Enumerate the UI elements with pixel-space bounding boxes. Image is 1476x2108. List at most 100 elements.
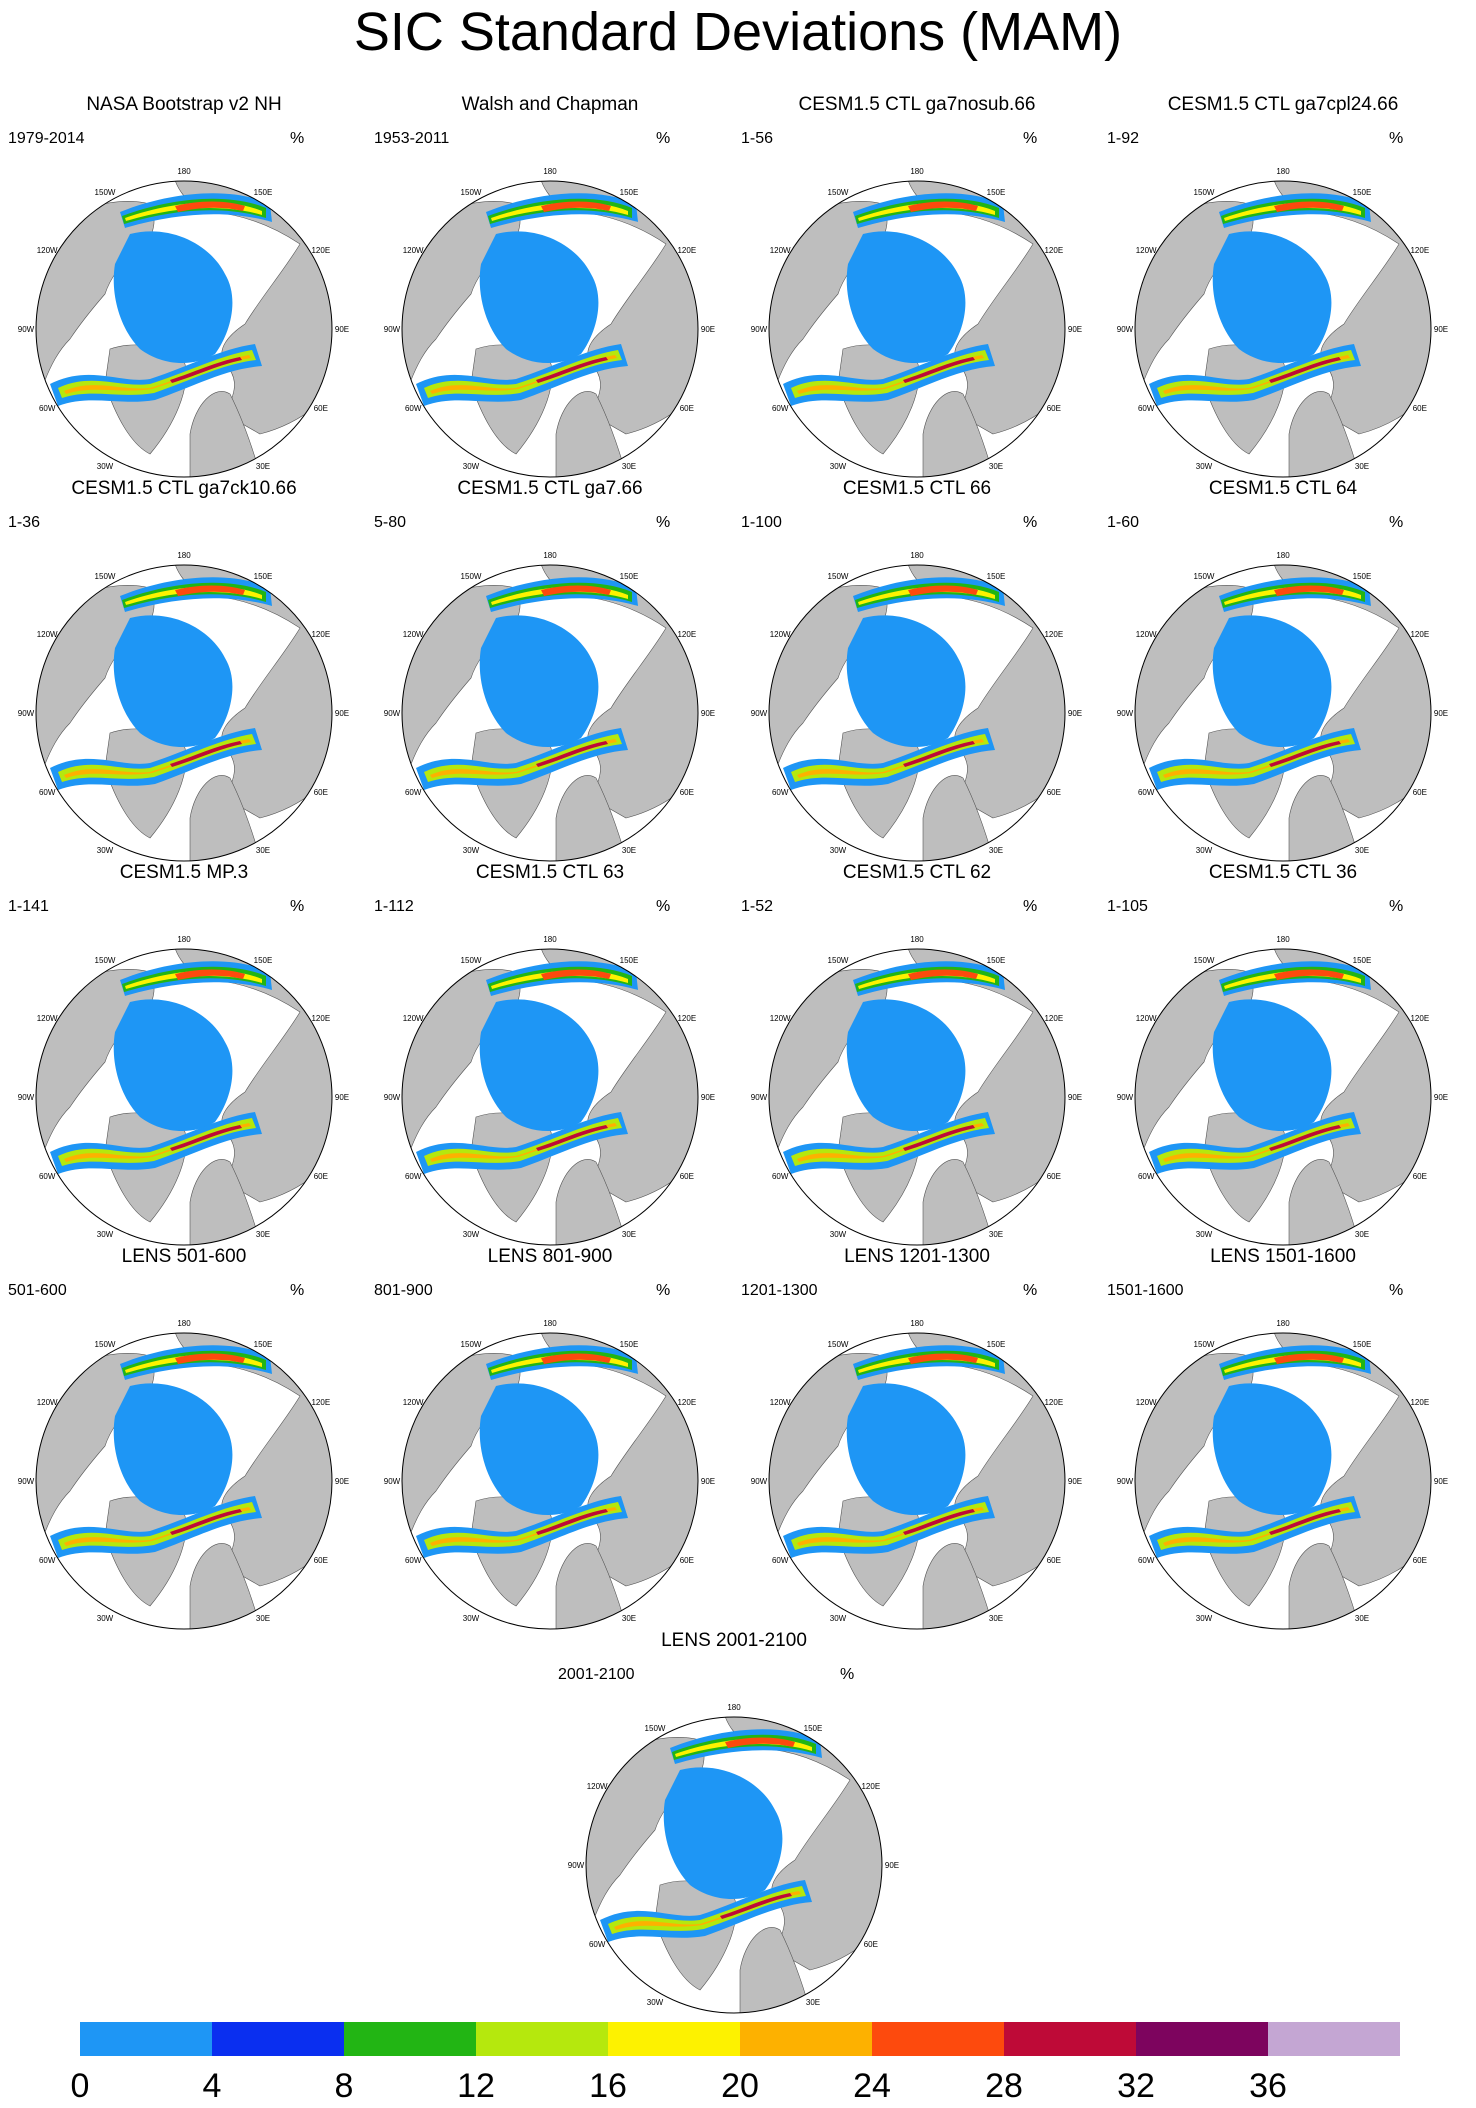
longitude-label: 30E [622,1614,636,1623]
longitude-label: 60E [680,1172,694,1181]
polar-map: 180150E120E90E60E30E030W60W90W120W150W [751,1319,1082,1630]
map-border [1134,180,1432,478]
longitude-label: 150E [620,1340,639,1349]
ice-variability-band [908,201,978,212]
colorbar-swatch [608,2022,740,2056]
map-border [585,1716,883,2014]
longitude-label: 90E [1068,325,1082,334]
colorbar-swatch [872,2022,1004,2056]
polar-map: 180150E120E90E60E30E030W60W90W120W150W [18,167,349,478]
longitude-label: 30W [830,1614,847,1623]
longitude-label: 120W [37,1398,58,1407]
longitude-label: 180 [543,935,557,944]
map-border [401,948,699,1246]
longitude-label: 60E [1413,788,1427,797]
longitude-label: 150W [828,188,849,197]
longitude-label: 90E [885,1861,899,1870]
longitude-label: 60E [1047,1172,1061,1181]
panel-year-range: 1-112 [374,898,414,915]
panel-title: LENS 501-600 [121,1246,247,1267]
longitude-label: 60W [589,1940,606,1949]
longitude-label: 120E [311,1014,330,1023]
ice-variability-band [908,1353,978,1364]
panel-year-range: 5-80 [374,514,407,531]
colorbar-swatch [740,2022,872,2056]
ice-variability-band [170,357,242,383]
longitude-label: 180 [910,551,924,560]
longitude-label: 30E [256,1230,270,1239]
longitude-label: 60W [39,404,56,413]
ice-variability-band [1269,357,1341,383]
panel-title: CESM1.5 CTL ga7ck10.66 [71,478,297,499]
ice-variability-band [170,741,242,767]
panel-year-range: 1-52 [741,898,774,915]
panel-unit: % [656,898,671,915]
map-panel: 180150E120E90E60E30E030W60W90W120W150WCE… [0,862,368,1247]
longitude-label: 120W [37,1014,58,1023]
longitude-label: 120E [677,630,696,639]
longitude-label: 60E [1413,1172,1427,1181]
map-border [1134,948,1432,1246]
longitude-label: 90E [701,1093,715,1102]
colorbar-tick-label: 36 [1249,2067,1287,2105]
ice-variability-band [1269,1509,1341,1535]
colorbar-tick-label: 8 [334,2067,354,2105]
ice-variability-band [541,969,611,980]
longitude-label: 180 [727,1703,741,1712]
longitude-label: 60E [680,1556,694,1565]
longitude-label: 120W [770,630,791,639]
longitude-label: 150E [620,956,639,965]
longitude-label: 30E [1355,462,1369,471]
panel-title: CESM1.5 CTL 62 [842,862,992,883]
panel-title: NASA Bootstrap v2 NH [86,94,282,115]
longitude-label: 150E [987,1340,1006,1349]
longitude-label: 150E [620,188,639,197]
panel-title: CESM1.5 CTL 66 [842,478,992,499]
longitude-label: 30W [97,1614,114,1623]
map-border [35,948,333,1246]
longitude-label: 90E [701,325,715,334]
longitude-label: 120W [587,1782,608,1791]
longitude-label: 30E [256,462,270,471]
longitude-label: 30E [1355,846,1369,855]
ice-variability-band [720,1893,792,1919]
panel-unit: % [1389,898,1404,915]
map-panel: 180150E120E90E60E30E030W60W90W120W150WLE… [0,1246,368,1631]
sea-ice-core [479,615,599,748]
panel-title: LENS 801-900 [487,1246,613,1267]
map-border [35,1332,333,1630]
longitude-label: 90E [701,709,715,718]
longitude-label: 30E [1355,1614,1369,1623]
longitude-label: 120E [1044,1014,1063,1023]
panel-unit: % [656,130,671,147]
colorbar-tick-label: 12 [457,2067,495,2105]
polar-map: 180150E120E90E60E30E030W60W90W120W150W [18,935,349,1246]
longitude-label: 180 [177,1319,191,1328]
colorbar-tick-label: 20 [721,2067,759,2105]
longitude-label: 120W [1136,246,1157,255]
colorbar-tick-label: 0 [70,2067,90,2105]
longitude-label: 30E [989,1614,1003,1623]
ice-variability-band [1274,969,1344,980]
sea-ice-core [113,1383,233,1516]
colorbar-tick-label: 16 [589,2067,627,2105]
map-panel: 180150E120E90E60E30E030W60W90W120W150WCE… [733,94,1101,479]
longitude-label: 120W [37,630,58,639]
longitude-label: 180 [177,551,191,560]
longitude-label: 30E [622,462,636,471]
longitude-label: 120W [1136,1398,1157,1407]
polar-map: 180150E120E90E60E30E030W60W90W120W150W [384,935,715,1246]
polar-map: 180150E120E90E60E30E030W60W90W120W150W [751,935,1082,1246]
colorbar-swatch [80,2022,212,2056]
longitude-label: 120W [770,1398,791,1407]
ice-variability-band [541,585,611,596]
longitude-label: 120W [403,1398,424,1407]
panel-year-range: 801-900 [374,1282,433,1299]
longitude-label: 150E [254,956,273,965]
longitude-label: 150W [645,1724,666,1733]
longitude-label: 30E [256,846,270,855]
colorbar-tick-label: 24 [853,2067,891,2105]
ice-variability-band [1269,1125,1341,1151]
longitude-label: 90W [18,709,35,718]
longitude-label: 120E [1410,246,1429,255]
